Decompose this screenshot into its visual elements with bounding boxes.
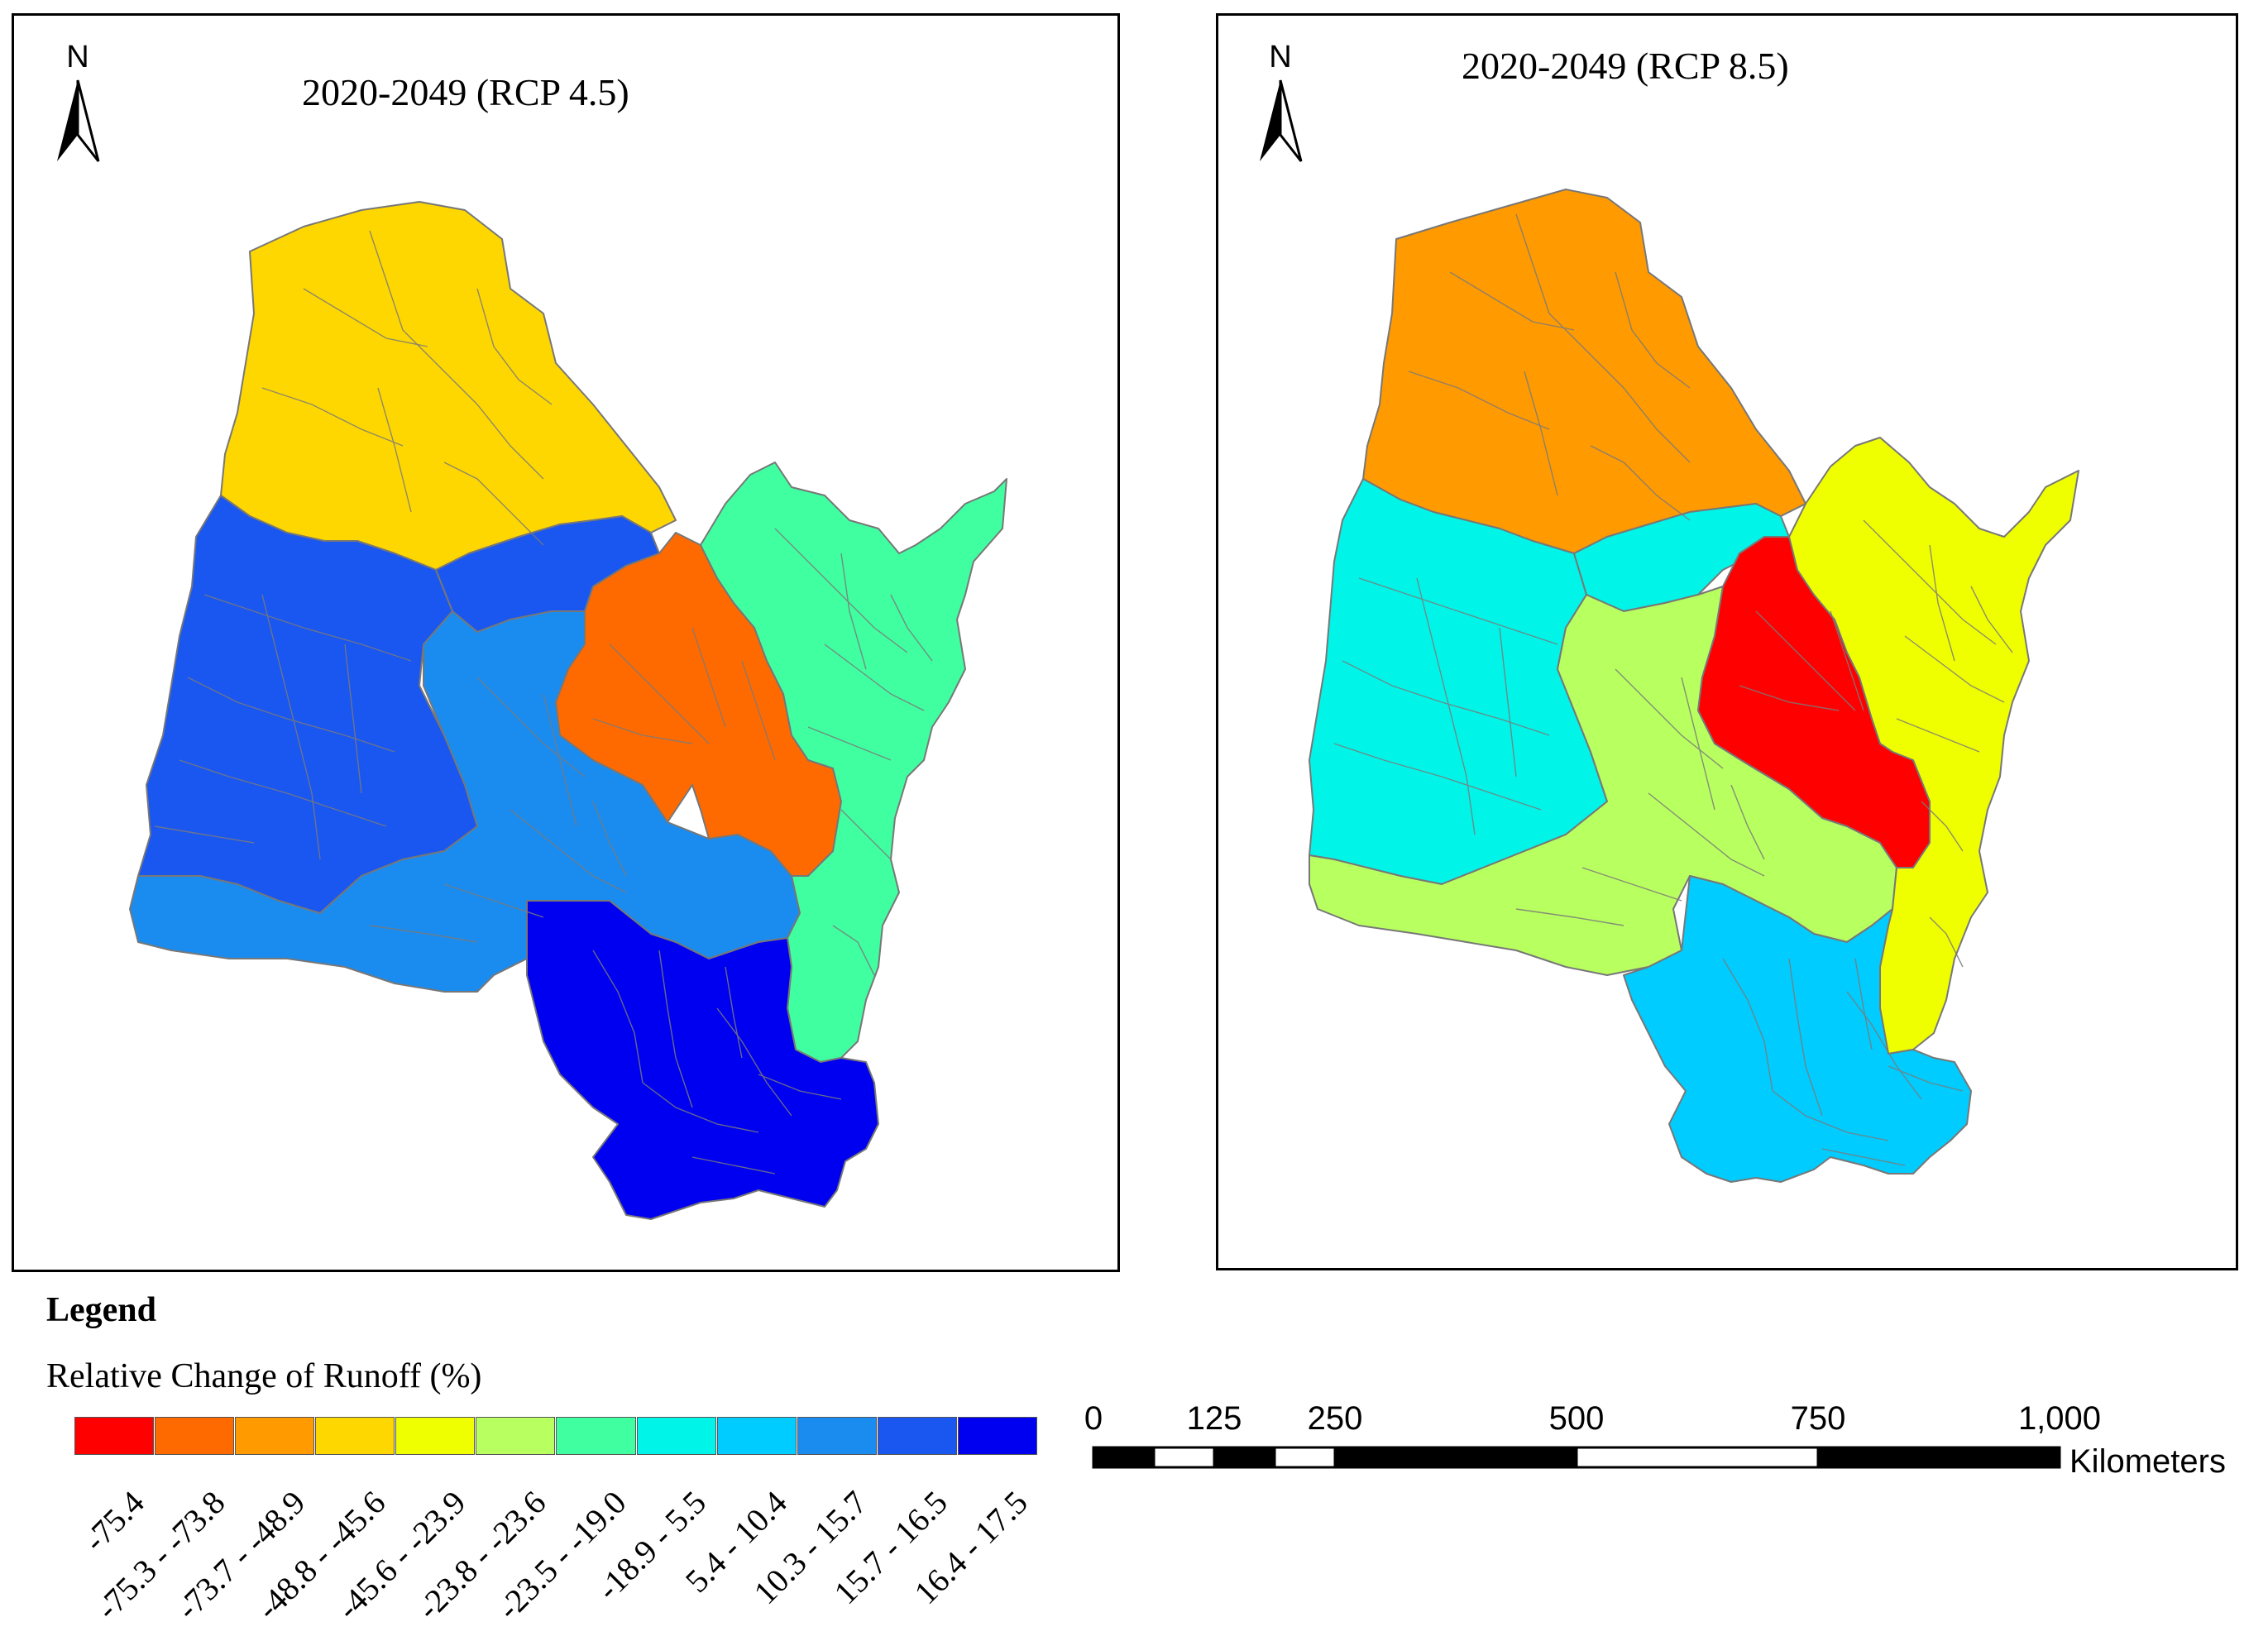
region-north <box>1362 189 1806 554</box>
region-south <box>526 900 879 1220</box>
scale-bar-tick-label: 500 <box>1549 1400 1605 1437</box>
region-east <box>700 462 1007 1063</box>
legend-swatch <box>235 1417 315 1455</box>
legend-swatch <box>155 1417 235 1455</box>
scale-bar: 0 125 250 500 750 1,000 Kilometers <box>1084 1400 2226 1480</box>
legend-swatch <box>877 1417 957 1455</box>
scale-bar-segment <box>1333 1446 1578 1469</box>
map-title: 2020-2049 (RCP 4.5) <box>302 71 629 113</box>
legend-swatch <box>476 1417 556 1455</box>
map-canvas <box>1309 189 2079 1183</box>
legend-swatch <box>636 1417 716 1455</box>
map-canvas <box>129 201 1007 1220</box>
legend-title: Legend <box>46 1291 157 1329</box>
subbasin-boundaries <box>1333 213 2013 1166</box>
scale-bar-tick-label: 750 <box>1791 1400 1846 1437</box>
legend-swatch <box>957 1417 1037 1455</box>
legend-swatch <box>556 1417 636 1455</box>
scale-bar-segment <box>1213 1446 1276 1469</box>
scale-bar-tick-label: 250 <box>1308 1400 1363 1437</box>
legend-color-bar <box>74 1417 1038 1455</box>
scale-bar-segment <box>1092 1446 1156 1469</box>
legend-subtitle: Relative Change of Runoff (%) <box>46 1357 482 1395</box>
subbasin-boundaries <box>154 230 933 1175</box>
scale-bar-tick-label: 0 <box>1084 1400 1103 1437</box>
scale-bar-segment <box>1273 1446 1337 1469</box>
north-label: N <box>66 40 89 74</box>
scale-bar-segment <box>1816 1446 2061 1469</box>
region-north <box>220 201 677 571</box>
scale-bar-tick-label: 125 <box>1187 1400 1242 1437</box>
legend-swatch <box>315 1417 395 1455</box>
legend-swatch <box>74 1417 155 1455</box>
legend-swatch <box>797 1417 877 1455</box>
map-panel-rcp85: 2020-2049 (RCP 8.5) N <box>1216 13 2238 1270</box>
map-panel-rcp45: 2020-2049 (RCP 4.5) N <box>12 13 1120 1272</box>
scale-bar-tick-label: 1,000 <box>2018 1400 2101 1437</box>
legend-swatch <box>716 1417 797 1455</box>
scale-bar-unit: Kilometers <box>2069 1443 2226 1480</box>
map-title: 2020-2049 (RCP 8.5) <box>1462 45 1789 87</box>
north-label: N <box>1269 40 1291 74</box>
scale-bar-segment <box>1152 1446 1216 1469</box>
legend-swatch <box>395 1417 476 1455</box>
region-south <box>1623 875 1972 1183</box>
region-east <box>1788 437 2079 1055</box>
scale-bar-segment <box>1575 1446 1820 1469</box>
